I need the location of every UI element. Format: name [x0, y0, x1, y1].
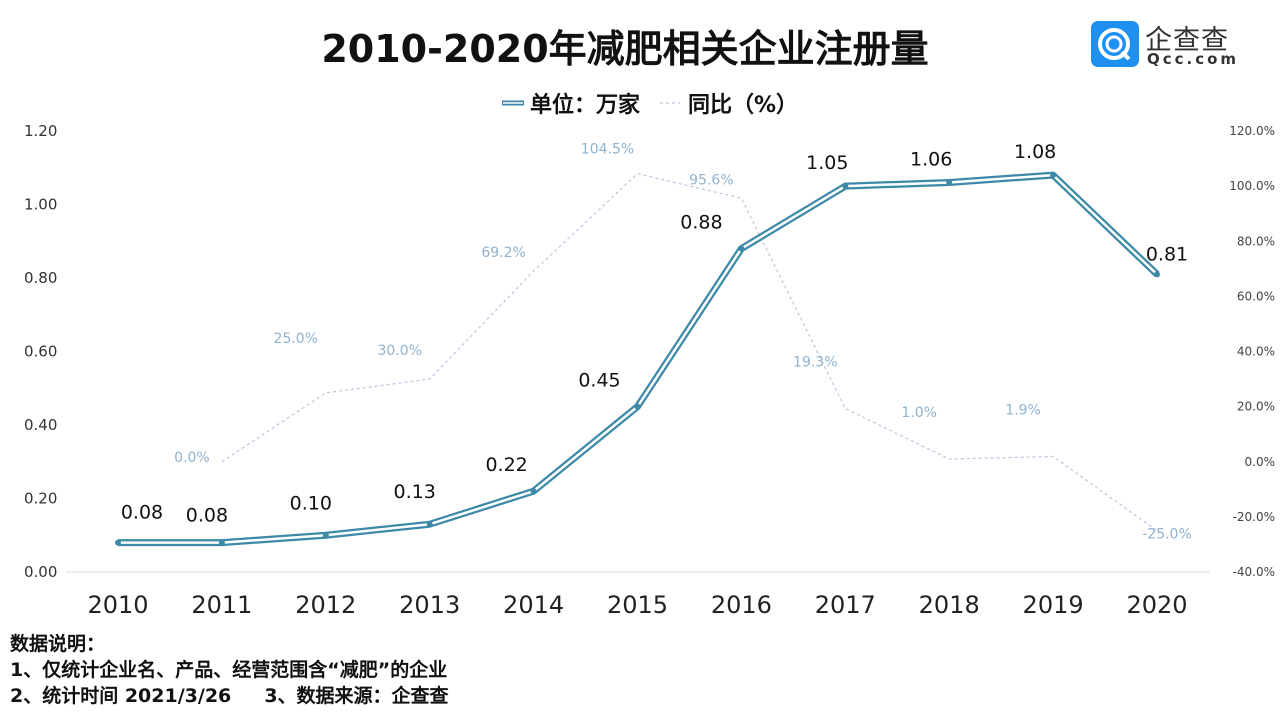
x-tick-label: 2011	[191, 591, 252, 619]
count-point	[322, 532, 329, 539]
note-1: 1、仅统计企业名、产品、经营范围含“减肥”的企业	[10, 659, 448, 681]
x-tick-label: 2017	[815, 591, 876, 619]
count-data-label: 0.10	[290, 492, 332, 514]
legend: 单位：万家 同比（%）	[502, 92, 798, 118]
logo-domain: Qcc.com	[1147, 50, 1240, 68]
y-tick-label: 0.20	[24, 490, 57, 508]
count-point	[842, 183, 849, 190]
note-2: 2、统计时间 2021/3/26 3、数据来源：企查查	[10, 685, 449, 707]
y-tick-label: 0.80	[24, 269, 57, 287]
count-data-label: 0.08	[121, 502, 163, 524]
yoy-data-label: 1.0%	[901, 405, 937, 421]
y2-tick-label: -20.0%	[1233, 510, 1275, 524]
count-data-label: 1.06	[910, 148, 952, 170]
x-tick-label: 2012	[295, 591, 356, 619]
y2-tick-label: 60.0%	[1237, 289, 1275, 303]
y2-tick-label: 120.0%	[1229, 124, 1275, 138]
yoy-data-label: -25.0%	[1142, 527, 1192, 543]
logo-name: 企查查	[1145, 25, 1229, 56]
data-notes: 数据说明： 1、仅统计企业名、产品、经营范围含“减肥”的企业 2、统计时间 20…	[10, 631, 449, 709]
count-data-label: 0.13	[394, 481, 436, 503]
count-point	[738, 245, 745, 252]
y-tick-label: 1.20	[24, 122, 57, 140]
yoy-data-label: 95.6%	[689, 172, 733, 188]
yoy-data-label: 19.3%	[793, 355, 837, 371]
count-point	[426, 521, 433, 528]
y2-tick-label: 100.0%	[1229, 179, 1275, 193]
y2-tick-label: 20.0%	[1237, 400, 1275, 414]
x-tick-label: 2016	[711, 591, 772, 619]
y2-tick-label: 0.0%	[1245, 455, 1276, 469]
legend-label-count: 单位：万家	[530, 92, 641, 118]
count-point	[530, 488, 537, 495]
y-tick-label: 0.60	[24, 343, 57, 361]
y2-tick-label: -40.0%	[1233, 565, 1275, 579]
x-tick-label: 2014	[503, 591, 564, 619]
chart-title: 2010-2020年减肥相关企业注册量	[321, 27, 929, 71]
y2-tick-label: 80.0%	[1237, 234, 1275, 248]
yoy-data-label: 104.5%	[581, 142, 634, 158]
x-tick-label: 2015	[607, 591, 668, 619]
count-data-label: 0.81	[1146, 243, 1188, 265]
count-point	[946, 179, 953, 186]
legend-label-yoy: 同比（%）	[688, 93, 798, 118]
y2-tick-label: 40.0%	[1237, 345, 1275, 359]
count-data-label: 0.08	[186, 505, 228, 527]
y-tick-label: 1.00	[24, 196, 57, 214]
count-data-label: 0.22	[485, 454, 527, 476]
x-tick-label: 2019	[1023, 591, 1084, 619]
y-tick-label: 0.40	[24, 416, 57, 434]
count-point	[1050, 172, 1057, 179]
count-data-label: 0.45	[578, 370, 620, 392]
yoy-data-label: 25.0%	[274, 331, 318, 347]
y-tick-label: 0.00	[24, 563, 57, 581]
x-tick-label: 2020	[1126, 591, 1187, 619]
yoy-data-label: 30.0%	[377, 343, 421, 359]
yoy-data-label: 1.9%	[1005, 403, 1041, 419]
x-tick-label: 2013	[399, 591, 460, 619]
notes-heading: 数据说明：	[10, 633, 106, 655]
count-point	[218, 539, 225, 546]
count-data-label: 1.08	[1014, 141, 1056, 163]
yoy-data-label: 69.2%	[481, 245, 525, 261]
series-count-line-inner	[118, 173, 1158, 544]
count-point	[115, 539, 121, 546]
yoy-data-label: 0.0%	[174, 450, 210, 466]
series-count-line	[118, 171, 1160, 547]
x-tick-label: 2010	[87, 591, 148, 619]
count-point	[1154, 271, 1160, 278]
count-point	[634, 403, 641, 410]
count-data-label: 1.05	[806, 152, 848, 174]
count-data-label: 0.88	[680, 212, 722, 234]
x-tick-label: 2018	[919, 591, 980, 619]
qcc-logo-icon	[1091, 21, 1139, 67]
